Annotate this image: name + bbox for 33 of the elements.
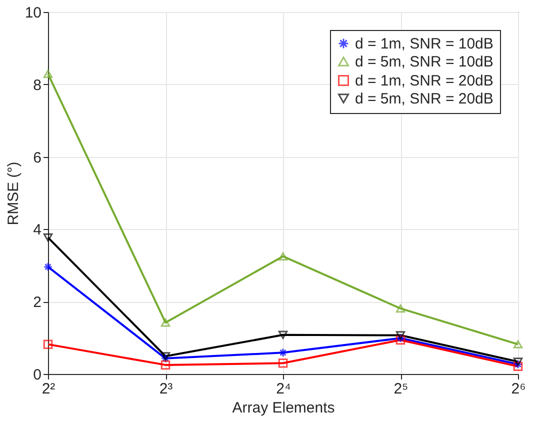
point — [513, 362, 523, 372]
point — [278, 358, 288, 368]
legend-label: d = 1m, SNR = 10dB — [355, 36, 494, 52]
point — [160, 352, 170, 360]
point — [43, 233, 53, 242]
point — [43, 70, 53, 78]
y-axis-title: RMSE (°) — [4, 162, 22, 226]
point — [513, 358, 523, 366]
point — [160, 318, 170, 327]
point — [278, 252, 288, 260]
point — [396, 331, 406, 340]
legend-label: d = 5m, SNR = 20dB — [355, 90, 494, 108]
point — [278, 330, 288, 340]
legend-label: d = 1m, SNR = 20dB — [355, 72, 494, 90]
legend-label: d = 5m, SNR = 10dB — [355, 54, 494, 70]
point — [396, 304, 406, 313]
x-axis-title: Array Elements — [232, 400, 335, 416]
x-tick-label: 2⁴ — [276, 380, 291, 398]
point — [43, 262, 53, 272]
y-tick-label: 0 — [33, 366, 42, 384]
x-tick-label: 2³ — [159, 380, 173, 398]
y-tick-label: 10 — [24, 4, 42, 22]
y-tick-label: 8 — [33, 76, 42, 94]
point — [160, 360, 170, 370]
point — [278, 348, 288, 358]
y-tick-label: 4 — [33, 222, 42, 239]
x-tick-label: 2² — [42, 380, 56, 398]
x-tick-label: 2⁵ — [394, 380, 408, 398]
x-tick-label: 2⁶ — [511, 380, 526, 398]
point — [513, 340, 523, 348]
y-tick-label: 2 — [33, 294, 42, 312]
y-tick-label: 6 — [33, 149, 42, 166]
point — [43, 340, 53, 349]
